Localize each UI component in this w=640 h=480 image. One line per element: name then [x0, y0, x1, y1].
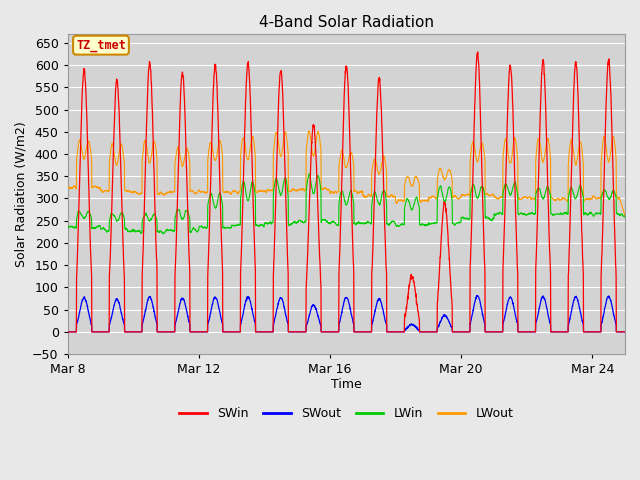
X-axis label: Time: Time — [331, 377, 362, 391]
Title: 4-Band Solar Radiation: 4-Band Solar Radiation — [259, 15, 434, 30]
Text: TZ_tmet: TZ_tmet — [76, 39, 126, 52]
Legend: SWin, SWout, LWin, LWout: SWin, SWout, LWin, LWout — [175, 402, 518, 425]
Y-axis label: Solar Radiation (W/m2): Solar Radiation (W/m2) — [15, 121, 28, 267]
